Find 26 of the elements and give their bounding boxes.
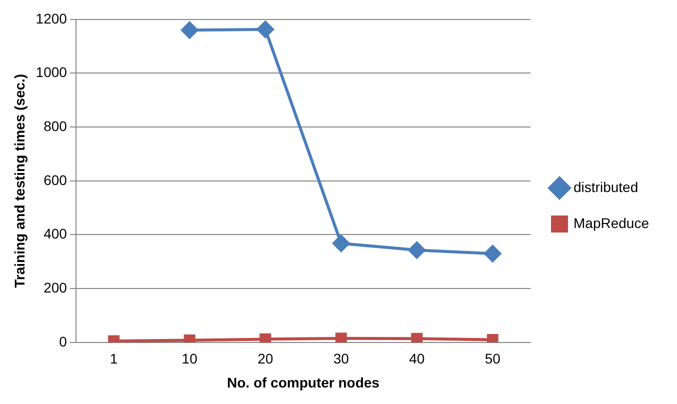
y-axis-title: Training and testing times (sec.) (11, 74, 28, 288)
point (332, 234, 350, 252)
y-tick-label: 800 (44, 118, 68, 134)
y-tick-label: 200 (44, 279, 68, 296)
point (256, 20, 274, 38)
point (408, 242, 426, 259)
y-tick-label: 1200 (36, 10, 68, 26)
y-tick-label: 400 (44, 226, 68, 242)
x-tick-label: 30 (333, 350, 350, 367)
x-tick-label: 20 (258, 350, 274, 367)
x-tick-label: 40 (409, 350, 425, 367)
x-axis-title: No. of computer nodes (227, 374, 380, 390)
point (181, 22, 198, 39)
x-tick-label: 50 (484, 350, 501, 367)
x-tick-label: 10 (182, 350, 198, 367)
legend-label: distributed (574, 178, 638, 195)
point (411, 332, 423, 342)
point (486, 334, 498, 342)
point (260, 333, 272, 342)
y-tick-label: 0 (59, 333, 68, 350)
point (484, 245, 502, 262)
point (335, 332, 347, 342)
y-tick-label: 1000 (36, 64, 68, 80)
x-tick-label: 1 (110, 350, 118, 367)
legend-label: MapReduce (574, 214, 650, 231)
y-tick-label: 600 (44, 172, 68, 188)
